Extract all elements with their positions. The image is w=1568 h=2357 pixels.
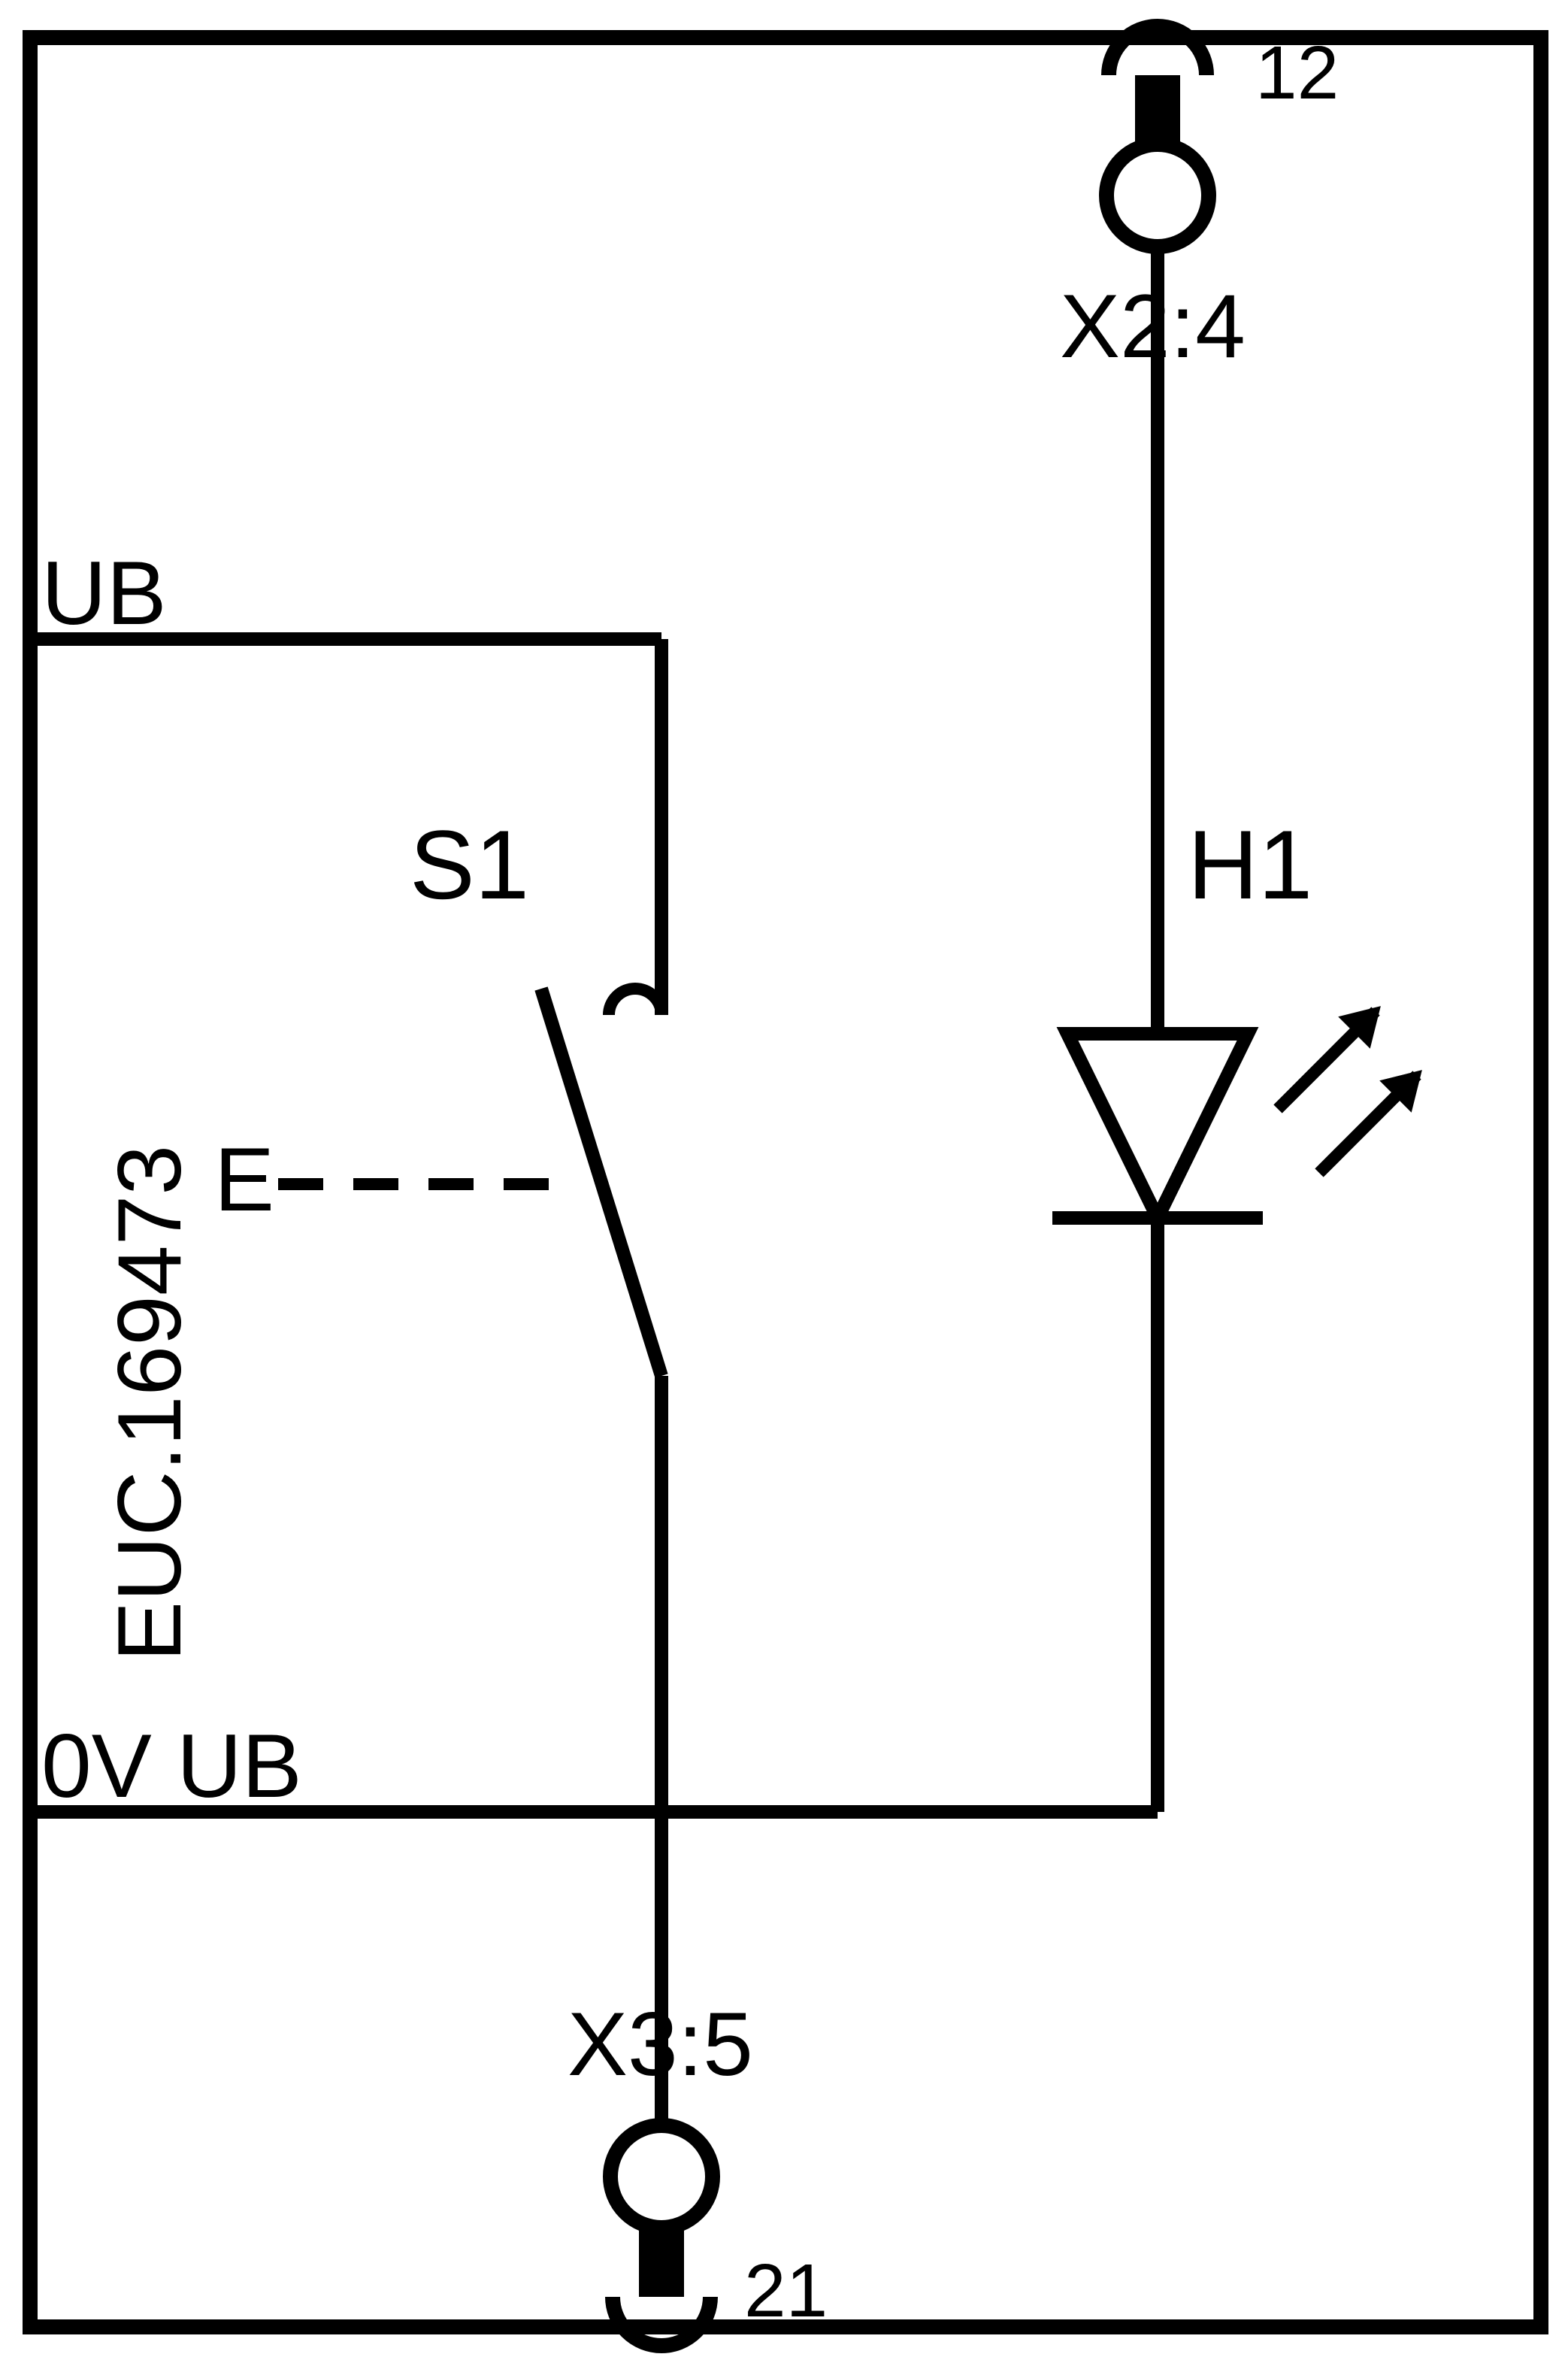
ub-label: UB xyxy=(41,541,167,645)
bottom-terminal-circle xyxy=(610,2125,713,2228)
switch-label: S1 xyxy=(410,808,529,921)
schematic-container: 12 X2:4 UB S1 H1 E EUC.169473 0V UB X3:5… xyxy=(0,0,1568,2357)
led-label: H1 xyxy=(1188,808,1312,921)
top-pin-label: 12 xyxy=(1255,30,1339,117)
top-plug-arc xyxy=(1109,26,1206,75)
actuator-label: E xyxy=(214,1128,274,1232)
bottom-plug-square xyxy=(639,2229,684,2297)
led-arrows xyxy=(1278,1011,1417,1173)
switch-top-hook xyxy=(609,989,661,1015)
led-triangle xyxy=(1067,1034,1248,1218)
top-plug-square xyxy=(1135,75,1180,143)
bottom-pin-label: 21 xyxy=(744,2248,828,2334)
switch-wiper xyxy=(541,989,661,1376)
top-terminal-circle xyxy=(1106,144,1209,247)
zero-v-ub-label: 0V UB xyxy=(41,1714,302,1818)
bottom-terminal-label: X3:5 xyxy=(568,1992,753,2096)
top-terminal-label: X2:4 xyxy=(1060,274,1246,378)
part-number-label: EUC.169473 xyxy=(98,1145,201,1662)
